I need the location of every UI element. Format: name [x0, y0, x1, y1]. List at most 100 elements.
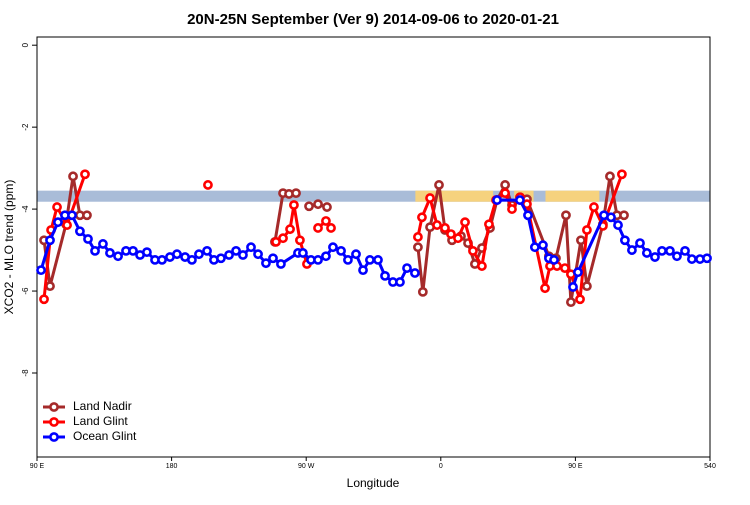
point — [507, 204, 517, 214]
point — [413, 232, 423, 242]
point — [540, 283, 550, 294]
point — [172, 249, 182, 260]
point — [313, 199, 323, 210]
legend-marker — [49, 402, 59, 412]
point — [328, 242, 338, 253]
legend-label: Land Glint — [73, 414, 128, 428]
point — [36, 265, 46, 276]
point — [606, 212, 616, 223]
point — [157, 255, 167, 265]
point — [477, 261, 487, 271]
point — [45, 281, 55, 292]
point — [627, 245, 637, 255]
point — [380, 270, 390, 281]
y-tick-label: -6 — [21, 287, 30, 295]
point — [194, 249, 204, 260]
point — [53, 217, 63, 228]
point — [216, 253, 226, 264]
point — [231, 245, 241, 256]
point — [582, 225, 592, 235]
point — [358, 265, 368, 276]
point — [589, 202, 599, 212]
point — [322, 202, 332, 212]
point — [224, 250, 234, 260]
point — [268, 253, 278, 264]
legend-marker — [49, 432, 59, 442]
chart-title: 20N-25N September (Ver 9) 2014-09-06 to … — [187, 11, 559, 28]
point — [295, 235, 305, 246]
point — [582, 281, 592, 292]
background-band — [37, 190, 710, 202]
point — [203, 180, 213, 190]
point — [142, 247, 152, 258]
x-tick-label: 0 — [439, 463, 443, 470]
point — [515, 195, 525, 205]
point — [432, 220, 442, 230]
point — [271, 236, 281, 247]
point — [80, 169, 90, 180]
point — [128, 245, 138, 256]
y-tick-label: -8 — [21, 369, 30, 377]
legend-marker — [49, 417, 59, 427]
point — [90, 245, 100, 256]
point — [45, 235, 55, 246]
point — [605, 171, 615, 182]
point — [613, 220, 623, 230]
x-tick-label: 90 E — [30, 463, 45, 470]
point — [702, 253, 712, 264]
point — [523, 210, 533, 221]
point — [657, 245, 667, 256]
plot-frame — [36, 36, 711, 458]
legend-label: Ocean Glint — [73, 429, 137, 443]
point — [529, 242, 540, 253]
series — [36, 195, 712, 292]
point — [105, 248, 115, 258]
point — [246, 242, 256, 253]
point — [62, 220, 72, 230]
point — [187, 255, 197, 265]
point — [561, 210, 571, 221]
point — [549, 255, 559, 265]
y-tick-label: -4 — [21, 205, 30, 213]
point — [434, 180, 444, 190]
point — [278, 233, 288, 244]
point — [672, 251, 682, 262]
band-highlight — [545, 190, 600, 202]
point — [351, 249, 361, 260]
point — [575, 294, 585, 305]
point — [560, 263, 570, 274]
point — [665, 245, 675, 256]
point — [417, 212, 427, 223]
point — [326, 223, 336, 233]
y-tick-label: 0 — [21, 42, 30, 47]
point — [440, 223, 450, 233]
point — [500, 180, 511, 190]
point — [113, 251, 123, 262]
point — [650, 252, 660, 262]
point — [402, 263, 412, 274]
point — [202, 245, 212, 256]
point — [500, 188, 511, 199]
point — [285, 224, 295, 235]
point — [313, 255, 323, 265]
x-tick-label: 90 W — [298, 463, 315, 470]
point — [343, 255, 353, 265]
x-axis-label: Longitude — [347, 476, 400, 490]
point — [321, 216, 331, 226]
point — [417, 286, 428, 297]
x-tick-label: 540 — [704, 463, 716, 470]
point — [410, 268, 420, 278]
x-tick-label: 90 E — [568, 463, 583, 470]
point — [687, 254, 697, 264]
point — [321, 251, 331, 262]
point — [68, 171, 78, 182]
point — [460, 217, 470, 228]
point — [453, 233, 463, 244]
point — [484, 219, 494, 230]
point — [336, 245, 346, 256]
point — [238, 250, 248, 260]
point — [83, 234, 93, 244]
point — [67, 210, 77, 221]
point — [413, 242, 423, 253]
